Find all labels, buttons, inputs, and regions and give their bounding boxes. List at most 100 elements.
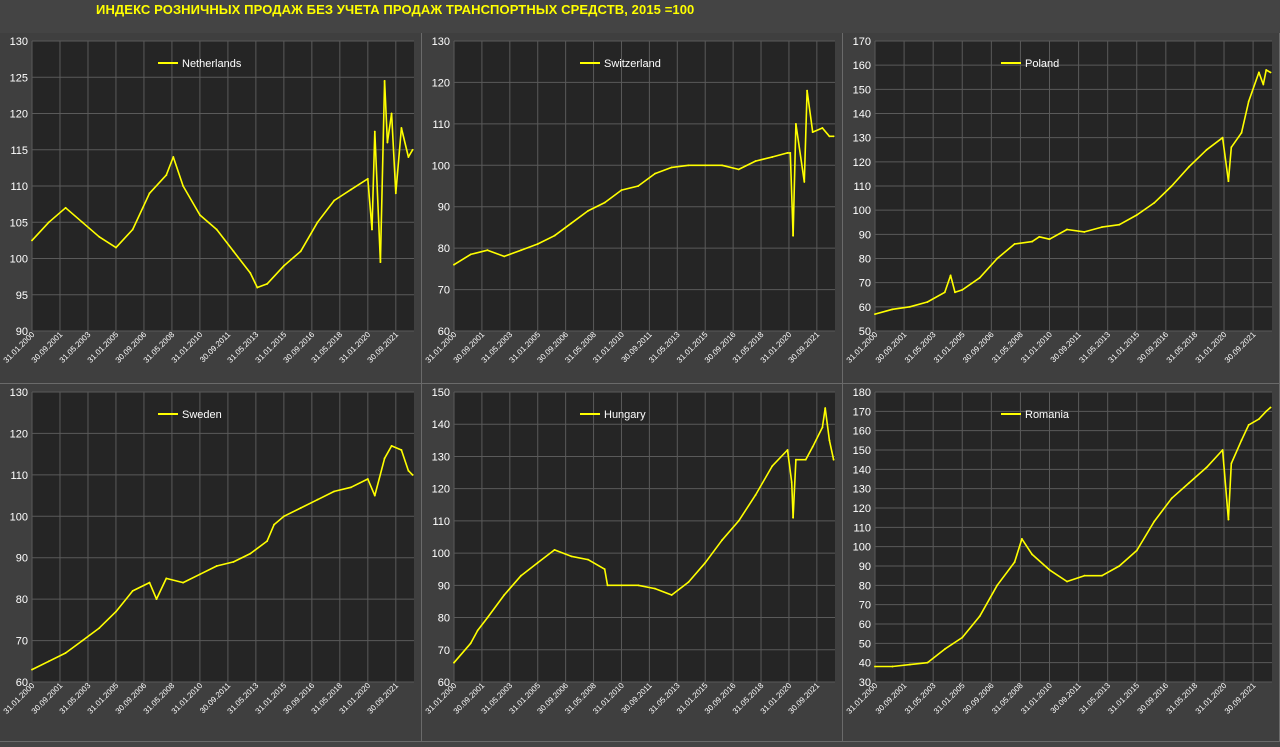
series-segment bbox=[1118, 214, 1138, 226]
data-point bbox=[1205, 148, 1208, 151]
data-point bbox=[961, 636, 964, 639]
y-tick-label: 120 bbox=[10, 428, 28, 440]
series-segment bbox=[1021, 538, 1033, 556]
y-tick-label: 100 bbox=[10, 511, 28, 523]
y-tick-label: 160 bbox=[853, 60, 871, 72]
data-point bbox=[1269, 71, 1272, 74]
series-segment bbox=[383, 80, 389, 144]
y-tick-label: 90 bbox=[859, 229, 871, 241]
data-point bbox=[536, 243, 539, 245]
data-point bbox=[469, 253, 472, 256]
data-point bbox=[316, 498, 319, 501]
series-segment bbox=[792, 458, 797, 519]
series-segment bbox=[737, 160, 757, 171]
data-point bbox=[148, 581, 151, 584]
data-point bbox=[390, 112, 393, 115]
series-segment bbox=[754, 156, 774, 162]
series-segment bbox=[637, 584, 656, 590]
series-segment bbox=[1262, 69, 1268, 86]
series-segment bbox=[232, 552, 252, 563]
data-point bbox=[792, 234, 794, 237]
series-segment bbox=[350, 178, 369, 191]
y-tick-label: 110 bbox=[10, 470, 28, 482]
series-segment bbox=[891, 305, 911, 311]
data-point bbox=[1066, 580, 1068, 583]
series-segment bbox=[115, 228, 134, 249]
series-segment bbox=[155, 577, 168, 600]
series-segment bbox=[373, 130, 382, 263]
series-segment bbox=[172, 156, 184, 187]
data-point bbox=[453, 661, 455, 664]
series-segment bbox=[1048, 228, 1068, 240]
data-point bbox=[670, 166, 673, 169]
data-point bbox=[199, 214, 201, 216]
data-point bbox=[1013, 561, 1016, 563]
y-tick-label: 170 bbox=[853, 406, 871, 418]
data-point bbox=[520, 249, 522, 252]
series-segment bbox=[407, 149, 414, 158]
data-point bbox=[771, 465, 774, 467]
series-segment bbox=[476, 616, 489, 632]
data-point bbox=[792, 516, 794, 519]
data-point bbox=[31, 668, 33, 671]
series-segment bbox=[390, 445, 403, 451]
data-point bbox=[1066, 228, 1068, 231]
series-segment bbox=[386, 112, 393, 144]
data-point bbox=[771, 156, 774, 158]
series-segment bbox=[874, 308, 894, 315]
data-point bbox=[373, 494, 376, 497]
series-segment bbox=[909, 661, 929, 666]
data-point bbox=[687, 581, 690, 583]
data-point bbox=[978, 615, 981, 618]
data-point bbox=[704, 164, 707, 167]
data-point bbox=[603, 201, 606, 204]
y-tick-label: 50 bbox=[859, 638, 871, 650]
series-segment bbox=[1247, 418, 1260, 426]
data-point bbox=[350, 188, 352, 191]
series-segment bbox=[1258, 410, 1268, 420]
series-segment bbox=[366, 178, 373, 231]
data-point bbox=[737, 520, 740, 522]
y-tick-label: 100 bbox=[853, 542, 871, 554]
data-point bbox=[486, 249, 489, 252]
y-tick-label: 80 bbox=[438, 243, 450, 255]
data-point bbox=[1188, 165, 1190, 168]
series-segment bbox=[926, 648, 946, 664]
series-segment bbox=[64, 207, 84, 224]
series-segment bbox=[721, 520, 740, 541]
y-tick-label: 40 bbox=[859, 658, 871, 670]
series-segment bbox=[1247, 71, 1260, 103]
data-point bbox=[333, 490, 336, 493]
data-point bbox=[1170, 185, 1173, 187]
series-segment bbox=[350, 478, 369, 489]
data-point bbox=[1170, 497, 1173, 500]
data-point bbox=[874, 313, 876, 315]
data-point bbox=[366, 177, 369, 180]
y-tick-label: 105 bbox=[10, 217, 28, 229]
series-segment bbox=[47, 652, 67, 663]
y-tick-label: 60 bbox=[859, 619, 871, 631]
data-point bbox=[316, 221, 319, 224]
data-point bbox=[232, 561, 235, 563]
chart-panel: 50 60 70 80 90 100 110 120 130 140 150 160 170 31.01.… bbox=[843, 33, 1280, 384]
data-point bbox=[824, 407, 827, 409]
data-point bbox=[804, 458, 807, 461]
series-segment bbox=[383, 445, 393, 460]
series-segment bbox=[1240, 424, 1250, 442]
data-point bbox=[215, 565, 218, 567]
y-tick-label: 60 bbox=[16, 677, 28, 689]
chart-panel: 60 70 80 90 100 110 120 130 31.01.2000 30.09.2001… bbox=[0, 384, 422, 742]
series-segment bbox=[891, 663, 911, 668]
series-segment bbox=[1048, 569, 1068, 583]
series-segment bbox=[721, 164, 740, 171]
data-point bbox=[1031, 240, 1033, 243]
series-segment bbox=[1153, 497, 1173, 523]
y-tick-label: 100 bbox=[432, 548, 450, 560]
y-tick-label: 130 bbox=[10, 36, 28, 48]
data-point bbox=[606, 584, 609, 587]
series-segment bbox=[469, 249, 489, 256]
data-point bbox=[1118, 565, 1121, 567]
data-point bbox=[249, 272, 252, 274]
series-segment bbox=[400, 449, 410, 472]
data-point bbox=[283, 515, 285, 518]
